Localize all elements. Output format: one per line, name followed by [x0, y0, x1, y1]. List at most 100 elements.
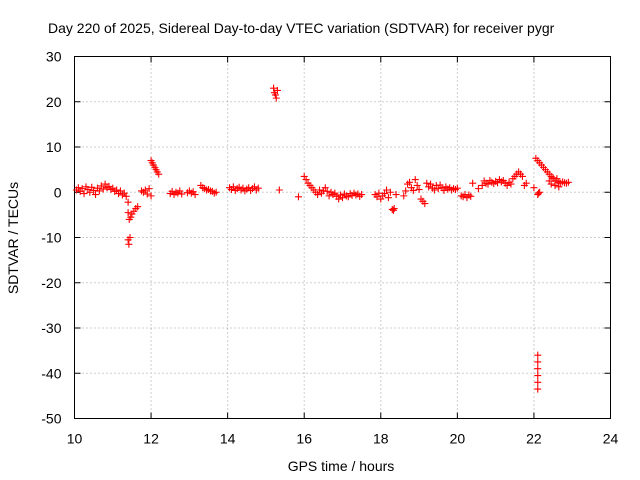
data-point — [270, 84, 278, 92]
data-point — [339, 194, 346, 202]
x-tick-label: 24 — [603, 431, 619, 447]
data-point — [272, 91, 279, 99]
axis-ticks — [74, 56, 611, 419]
data-point — [86, 188, 94, 196]
data-point — [191, 191, 199, 199]
y-tick-label: -40 — [41, 365, 61, 381]
data-point — [99, 185, 107, 193]
data-point — [254, 184, 262, 192]
data-point — [92, 191, 100, 199]
data-point — [323, 187, 331, 195]
x-tick-label: 16 — [296, 431, 312, 447]
y-tick-label: 10 — [46, 139, 62, 155]
data-point — [413, 181, 421, 189]
data-point — [145, 185, 153, 193]
data-point — [427, 180, 435, 188]
data-point — [101, 180, 109, 188]
data-point — [294, 193, 302, 201]
data-point — [392, 191, 400, 199]
x-tick-label: 22 — [526, 431, 542, 447]
data-point — [453, 184, 461, 192]
data-point — [415, 186, 423, 194]
data-point — [534, 378, 542, 386]
data-point — [400, 192, 408, 200]
x-tick-label: 20 — [450, 431, 466, 447]
data-point — [141, 186, 149, 194]
data-point — [534, 351, 542, 359]
data-point — [80, 190, 88, 198]
data-point — [467, 192, 475, 200]
data-point — [406, 178, 413, 186]
data-point — [474, 185, 482, 193]
y-tick-label: 30 — [46, 49, 62, 65]
data-point — [113, 186, 121, 194]
y-axis-label: SDTVAR / TECUs — [5, 182, 21, 294]
data-point — [127, 213, 135, 221]
data-point — [275, 186, 283, 194]
data-point — [522, 179, 530, 187]
y-tick-label: 0 — [54, 184, 62, 200]
data-point — [402, 187, 410, 195]
data-point — [547, 180, 555, 188]
data-point — [373, 193, 381, 201]
data-point — [125, 240, 133, 248]
data-point — [212, 188, 220, 196]
data-point — [273, 86, 281, 94]
data-point — [564, 178, 572, 186]
data-point — [389, 206, 397, 214]
data-point — [555, 183, 563, 191]
data-point — [178, 190, 186, 198]
data-point — [535, 189, 543, 197]
y-tick-label: 20 — [46, 94, 62, 110]
data-point — [411, 176, 419, 184]
data-point — [421, 200, 429, 208]
x-tick-label: 14 — [220, 431, 236, 447]
data-point — [124, 209, 132, 217]
data-point — [134, 203, 142, 211]
x-axis-label: GPS time / hours — [288, 458, 395, 474]
data-point — [335, 195, 343, 203]
data-point — [381, 190, 389, 198]
data-point — [386, 188, 394, 196]
data-point — [409, 186, 417, 194]
data-point — [124, 198, 132, 206]
data-point — [478, 181, 486, 189]
data-point — [116, 187, 124, 195]
data-point — [321, 184, 329, 192]
data-point — [78, 185, 86, 193]
data-point — [530, 184, 538, 192]
data-point — [272, 94, 280, 102]
data-point — [74, 184, 82, 192]
data-point — [122, 192, 130, 200]
data-point — [95, 187, 103, 195]
data-point — [469, 179, 477, 187]
data-point — [314, 191, 322, 199]
data-point — [383, 186, 391, 194]
chart-title: Day 220 of 2025, Sidereal Day-to-day VTE… — [48, 20, 555, 36]
data-point — [143, 190, 151, 198]
data-point — [534, 365, 542, 373]
data-point — [358, 191, 366, 199]
x-tick-label: 18 — [373, 431, 389, 447]
x-tick-label: 12 — [143, 431, 159, 447]
data-point — [507, 180, 515, 188]
data-point — [551, 181, 559, 189]
data-point — [434, 185, 442, 193]
data-point — [325, 192, 333, 200]
tick-labels: 10 12 14 16 18 20 22 24 -50 -40 -30 -20 -10 0 10 20 30 — [41, 49, 618, 447]
x-tick-label: 10 — [67, 431, 83, 447]
grid-lines — [74, 56, 611, 419]
y-tick-label: -10 — [41, 230, 61, 246]
data-point — [155, 170, 163, 178]
data-point — [536, 188, 544, 196]
data-point — [440, 186, 448, 194]
data-point — [518, 172, 526, 180]
data-point — [423, 179, 431, 187]
data-point — [534, 358, 542, 366]
y-tick-label: -50 — [41, 411, 61, 427]
data-point — [126, 234, 134, 241]
data-point — [302, 176, 310, 184]
y-tick-label: -30 — [41, 320, 61, 336]
data-point — [534, 372, 542, 380]
